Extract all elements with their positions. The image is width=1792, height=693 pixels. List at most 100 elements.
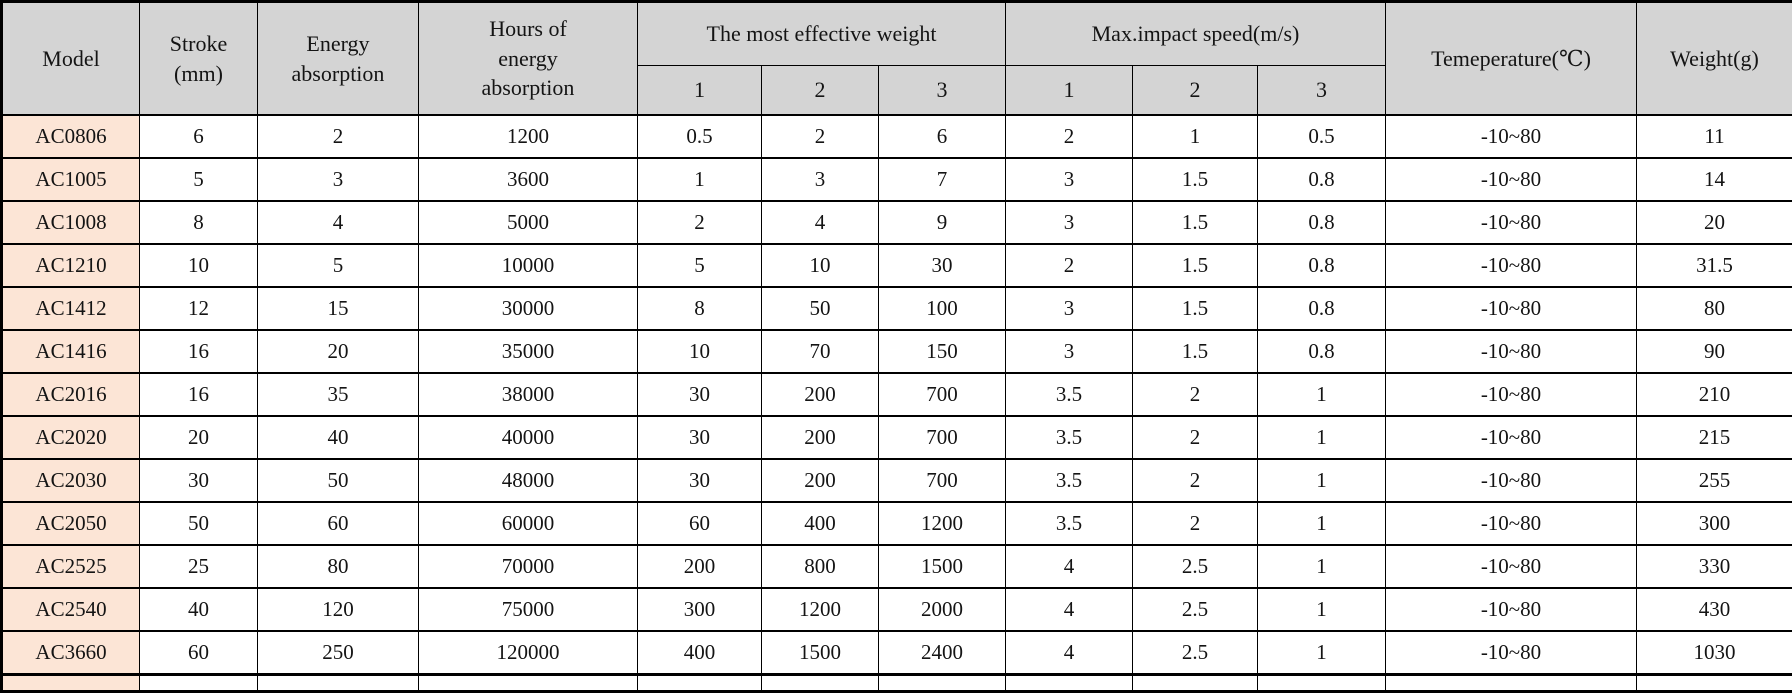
energy-absorption-cell: 2 xyxy=(257,114,419,159)
partial-cell xyxy=(1132,673,1258,693)
impact-speed-3-cell: 1 xyxy=(1257,415,1386,460)
header-effective-weight-2: 2 xyxy=(761,65,879,116)
effective-weight-3-cell: 1500 xyxy=(878,544,1006,589)
effective-weight-2-cell: 2 xyxy=(761,114,879,159)
partial-cutoff-row xyxy=(1,673,1792,693)
impact-speed-1-cell: 3 xyxy=(1005,157,1133,202)
weight-cell: 1030 xyxy=(1636,630,1792,676)
partial-cell xyxy=(1385,673,1637,693)
partial-cell xyxy=(1005,673,1133,693)
effective-weight-3-cell: 700 xyxy=(878,415,1006,460)
impact-speed-2-cell: 1.5 xyxy=(1132,243,1258,288)
impact-speed-3-cell: 1 xyxy=(1257,630,1386,676)
temperature-cell: -10~80 xyxy=(1385,329,1637,374)
hours-cell: 75000 xyxy=(418,587,638,632)
effective-weight-2-cell: 70 xyxy=(761,329,879,374)
energy-absorption-cell: 20 xyxy=(257,329,419,374)
model-cell: AC2525 xyxy=(1,544,140,589)
partial-cell xyxy=(1636,673,1792,693)
impact-speed-3-cell: 1 xyxy=(1257,501,1386,546)
partial-cell xyxy=(418,673,638,693)
impact-speed-2-cell: 2 xyxy=(1132,501,1258,546)
hours-cell: 38000 xyxy=(418,372,638,417)
stroke-cell: 16 xyxy=(139,372,258,417)
impact-speed-1-cell: 3.5 xyxy=(1005,372,1133,417)
effective-weight-2-cell: 50 xyxy=(761,286,879,331)
energy-absorption-cell: 15 xyxy=(257,286,419,331)
table-row: AC1210 10 5 10000 5 10 30 2 1.5 0.8 -10~80 31.5 xyxy=(1,243,1792,288)
impact-speed-3-cell: 1 xyxy=(1257,544,1386,589)
temperature-cell: -10~80 xyxy=(1385,630,1637,676)
header-effective-weight-1: 1 xyxy=(637,65,762,116)
hours-cell: 5000 xyxy=(418,200,638,245)
table-row: AC2030 30 50 48000 30 200 700 3.5 2 1 -10~80 255 xyxy=(1,458,1792,503)
impact-speed-3-cell: 1 xyxy=(1257,458,1386,503)
impact-speed-3-cell: 0.5 xyxy=(1257,114,1386,159)
model-cell: AC1005 xyxy=(1,157,140,202)
effective-weight-3-cell: 9 xyxy=(878,200,1006,245)
impact-speed-3-cell: 1 xyxy=(1257,372,1386,417)
effective-weight-1-cell: 60 xyxy=(637,501,762,546)
header-max-impact-speed-group: Max.impact speed(m/s) xyxy=(1005,1,1386,66)
model-cell: AC2016 xyxy=(1,372,140,417)
weight-cell: 430 xyxy=(1636,587,1792,632)
weight-cell: 80 xyxy=(1636,286,1792,331)
temperature-cell: -10~80 xyxy=(1385,587,1637,632)
effective-weight-1-cell: 1 xyxy=(637,157,762,202)
energy-absorption-cell: 3 xyxy=(257,157,419,202)
impact-speed-2-cell: 2 xyxy=(1132,458,1258,503)
energy-absorption-cell: 60 xyxy=(257,501,419,546)
effective-weight-3-cell: 700 xyxy=(878,458,1006,503)
temperature-cell: -10~80 xyxy=(1385,544,1637,589)
impact-speed-2-cell: 2.5 xyxy=(1132,587,1258,632)
weight-cell: 330 xyxy=(1636,544,1792,589)
weight-cell: 31.5 xyxy=(1636,243,1792,288)
effective-weight-1-cell: 8 xyxy=(637,286,762,331)
effective-weight-1-cell: 0.5 xyxy=(637,114,762,159)
partial-cell xyxy=(637,673,762,693)
temperature-cell: -10~80 xyxy=(1385,415,1637,460)
stroke-cell: 12 xyxy=(139,286,258,331)
impact-speed-3-cell: 0.8 xyxy=(1257,329,1386,374)
weight-cell: 20 xyxy=(1636,200,1792,245)
impact-speed-1-cell: 4 xyxy=(1005,544,1133,589)
model-cell: AC2540 xyxy=(1,587,140,632)
impact-speed-1-cell: 3 xyxy=(1005,286,1133,331)
stroke-cell: 40 xyxy=(139,587,258,632)
hours-cell: 48000 xyxy=(418,458,638,503)
impact-speed-1-cell: 4 xyxy=(1005,587,1133,632)
effective-weight-2-cell: 800 xyxy=(761,544,879,589)
impact-speed-1-cell: 3.5 xyxy=(1005,501,1133,546)
header-stroke: Stroke (mm) xyxy=(139,1,258,116)
stroke-cell: 8 xyxy=(139,200,258,245)
table-header: Model Stroke (mm) Energy absorption Hour… xyxy=(1,1,1792,116)
effective-weight-2-cell: 1500 xyxy=(761,630,879,676)
model-cell: AC2050 xyxy=(1,501,140,546)
impact-speed-2-cell: 2.5 xyxy=(1132,544,1258,589)
model-cell: AC2020 xyxy=(1,415,140,460)
stroke-cell: 6 xyxy=(139,114,258,159)
effective-weight-2-cell: 200 xyxy=(761,458,879,503)
impact-speed-3-cell: 0.8 xyxy=(1257,286,1386,331)
header-most-effective-weight-group: The most effective weight xyxy=(637,1,1006,66)
effective-weight-3-cell: 2000 xyxy=(878,587,1006,632)
header-model: Model xyxy=(1,1,140,116)
model-cell: AC2030 xyxy=(1,458,140,503)
effective-weight-2-cell: 400 xyxy=(761,501,879,546)
effective-weight-1-cell: 30 xyxy=(637,458,762,503)
hours-cell: 10000 xyxy=(418,243,638,288)
table-row: AC2050 50 60 60000 60 400 1200 3.5 2 1 -10~80 300 xyxy=(1,501,1792,546)
temperature-cell: -10~80 xyxy=(1385,200,1637,245)
energy-absorption-cell: 80 xyxy=(257,544,419,589)
header-row-subcolumns: 1 2 3 1 2 3 xyxy=(2,65,1792,116)
weight-cell: 210 xyxy=(1636,372,1792,417)
impact-speed-2-cell: 1 xyxy=(1132,114,1258,159)
effective-weight-3-cell: 1200 xyxy=(878,501,1006,546)
energy-absorption-cell: 250 xyxy=(257,630,419,676)
partial-cell xyxy=(1257,673,1386,693)
effective-weight-3-cell: 150 xyxy=(878,329,1006,374)
hours-cell: 35000 xyxy=(418,329,638,374)
hours-cell: 70000 xyxy=(418,544,638,589)
impact-speed-3-cell: 0.8 xyxy=(1257,200,1386,245)
